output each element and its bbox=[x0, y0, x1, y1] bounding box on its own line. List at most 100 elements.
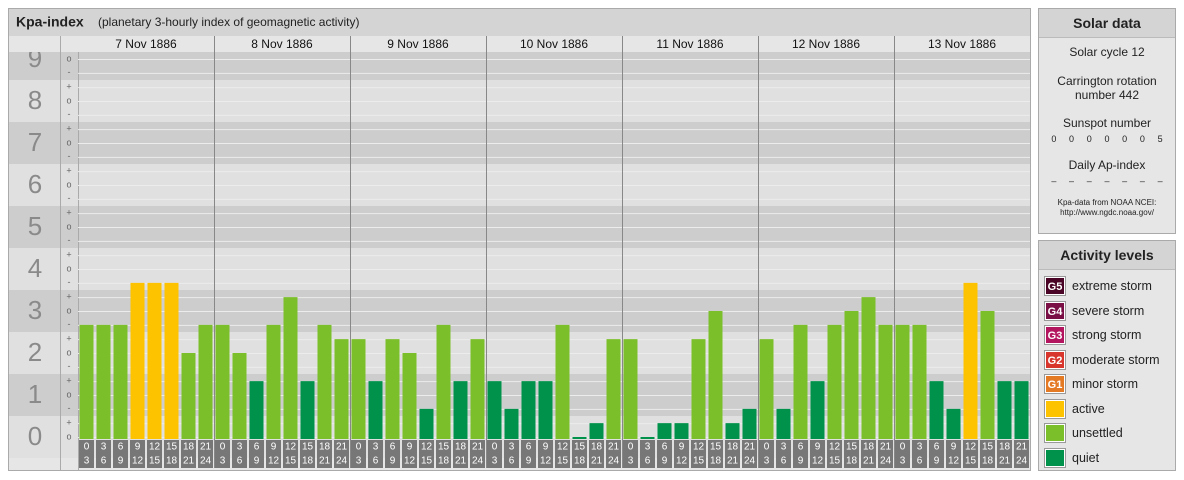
bar bbox=[844, 311, 859, 439]
minor-tick-label: + bbox=[66, 334, 71, 344]
panel-title: Solar data bbox=[1039, 9, 1175, 38]
bar bbox=[878, 324, 893, 439]
bar bbox=[96, 324, 111, 439]
hour-box bbox=[1014, 440, 1029, 468]
legend-swatch bbox=[1044, 447, 1066, 468]
chart-title: Kpa-index bbox=[16, 14, 84, 30]
chart: Kpa-index (planetary 3-hourly index of g… bbox=[8, 8, 1031, 471]
hour-box bbox=[79, 440, 94, 468]
bar bbox=[198, 324, 213, 439]
hour-label: 9 bbox=[951, 442, 957, 453]
hour-label: 21 bbox=[591, 456, 603, 467]
hour-box bbox=[351, 440, 366, 468]
legend-item: G4 severe storm bbox=[1039, 299, 1175, 324]
hour-label: 21 bbox=[455, 456, 467, 467]
hour-label: 3 bbox=[220, 456, 226, 467]
bar bbox=[232, 353, 247, 439]
bar bbox=[742, 408, 757, 439]
bar bbox=[912, 324, 927, 439]
hour-label: 15 bbox=[982, 442, 994, 453]
y-tick-label: 8 bbox=[28, 85, 42, 115]
bar bbox=[283, 297, 298, 439]
y-tick-label: 3 bbox=[28, 295, 42, 325]
hour-box bbox=[538, 440, 553, 468]
source: Kpa-data from NOAA NCEI: bbox=[1057, 198, 1157, 207]
hour-label: 0 bbox=[492, 442, 498, 453]
legend-label: moderate storm bbox=[1072, 352, 1160, 367]
hour-box bbox=[504, 440, 519, 468]
minor-tick-label: + bbox=[66, 82, 71, 92]
bar bbox=[827, 324, 842, 439]
bar bbox=[776, 408, 791, 439]
hour-label: 21 bbox=[336, 442, 348, 453]
hour-label: 9 bbox=[526, 456, 532, 467]
hour-label: 18 bbox=[591, 442, 603, 453]
legend-swatch: G3 bbox=[1044, 325, 1066, 346]
bar bbox=[317, 324, 332, 439]
hour-label: 24 bbox=[1016, 456, 1028, 467]
hour-label: 12 bbox=[285, 442, 297, 453]
hour-label: 9 bbox=[254, 456, 260, 467]
hour-label: 12 bbox=[268, 456, 280, 467]
hour-label: 9 bbox=[662, 456, 668, 467]
hour-box bbox=[300, 440, 315, 468]
hour-label: 3 bbox=[373, 442, 379, 453]
y-tick-label: 2 bbox=[28, 337, 42, 367]
bar bbox=[130, 282, 145, 439]
minor-tick-label: o bbox=[66, 305, 71, 315]
hour-box bbox=[419, 440, 434, 468]
hour-label: 15 bbox=[846, 442, 858, 453]
hour-label: 0 bbox=[220, 442, 226, 453]
minor-tick-label: - bbox=[68, 319, 71, 329]
legend-label: unsettled bbox=[1072, 426, 1123, 441]
bar bbox=[368, 381, 383, 439]
ap-value: – bbox=[1051, 176, 1057, 186]
hour-label: 18 bbox=[302, 456, 314, 467]
legend-swatch bbox=[1044, 423, 1066, 444]
minor-tick-label: - bbox=[68, 277, 71, 287]
minor-tick-label: - bbox=[68, 235, 71, 245]
hour-box bbox=[181, 440, 196, 468]
legend-item: unsettled bbox=[1039, 421, 1175, 446]
ap-value: – bbox=[1069, 176, 1075, 186]
sunspot-value: 0 bbox=[1122, 134, 1128, 144]
carrington: Carrington rotation bbox=[1057, 74, 1157, 88]
hour-label: 0 bbox=[356, 442, 362, 453]
sunspot-value: 0 bbox=[1069, 134, 1075, 144]
hour-label: 21 bbox=[744, 442, 756, 453]
legend-label: extreme storm bbox=[1072, 279, 1152, 294]
hour-box bbox=[759, 440, 774, 468]
hour-label: 9 bbox=[135, 442, 141, 453]
hour-label: 12 bbox=[829, 442, 841, 453]
bar bbox=[980, 311, 995, 439]
minor-tick-label: o bbox=[66, 431, 71, 441]
hour-label: 9 bbox=[407, 442, 413, 453]
hour-label: 18 bbox=[863, 442, 875, 453]
hour-label: 12 bbox=[540, 456, 552, 467]
hour-box bbox=[946, 440, 961, 468]
bar bbox=[946, 408, 961, 439]
hour-label: 12 bbox=[676, 456, 688, 467]
legend-label: quiet bbox=[1072, 450, 1100, 465]
hour-box bbox=[997, 440, 1012, 468]
minor-tick-label: - bbox=[68, 67, 71, 77]
day-label: 11 Nov 1886 bbox=[656, 37, 723, 51]
hour-label: 15 bbox=[829, 456, 841, 467]
bar bbox=[640, 437, 655, 439]
bar bbox=[606, 339, 621, 439]
minor-tick-label: + bbox=[66, 166, 71, 176]
minor-tick-label: o bbox=[66, 95, 71, 105]
hour-label: 21 bbox=[880, 442, 892, 453]
solar-cycle: Solar cycle 12 bbox=[1069, 45, 1145, 59]
hour-label: 18 bbox=[319, 442, 331, 453]
hour-label: 6 bbox=[254, 442, 260, 453]
hour-label: 24 bbox=[336, 456, 348, 467]
day-label: 13 Nov 1886 bbox=[928, 37, 996, 51]
sunspot-row: 0 0 0 0 0 0 5 bbox=[1045, 134, 1169, 144]
hour-label: 15 bbox=[557, 456, 569, 467]
hour-label: 21 bbox=[608, 442, 620, 453]
y-tick-label: 5 bbox=[28, 211, 42, 241]
bar bbox=[674, 423, 689, 439]
plot: 0123456789o+-o+-o+-o+-o+-o+-o+-o+-o+-o7 … bbox=[9, 36, 1030, 470]
legend-items: G5 extreme storm G4 severe storm G3 strong st… bbox=[1039, 270, 1175, 470]
